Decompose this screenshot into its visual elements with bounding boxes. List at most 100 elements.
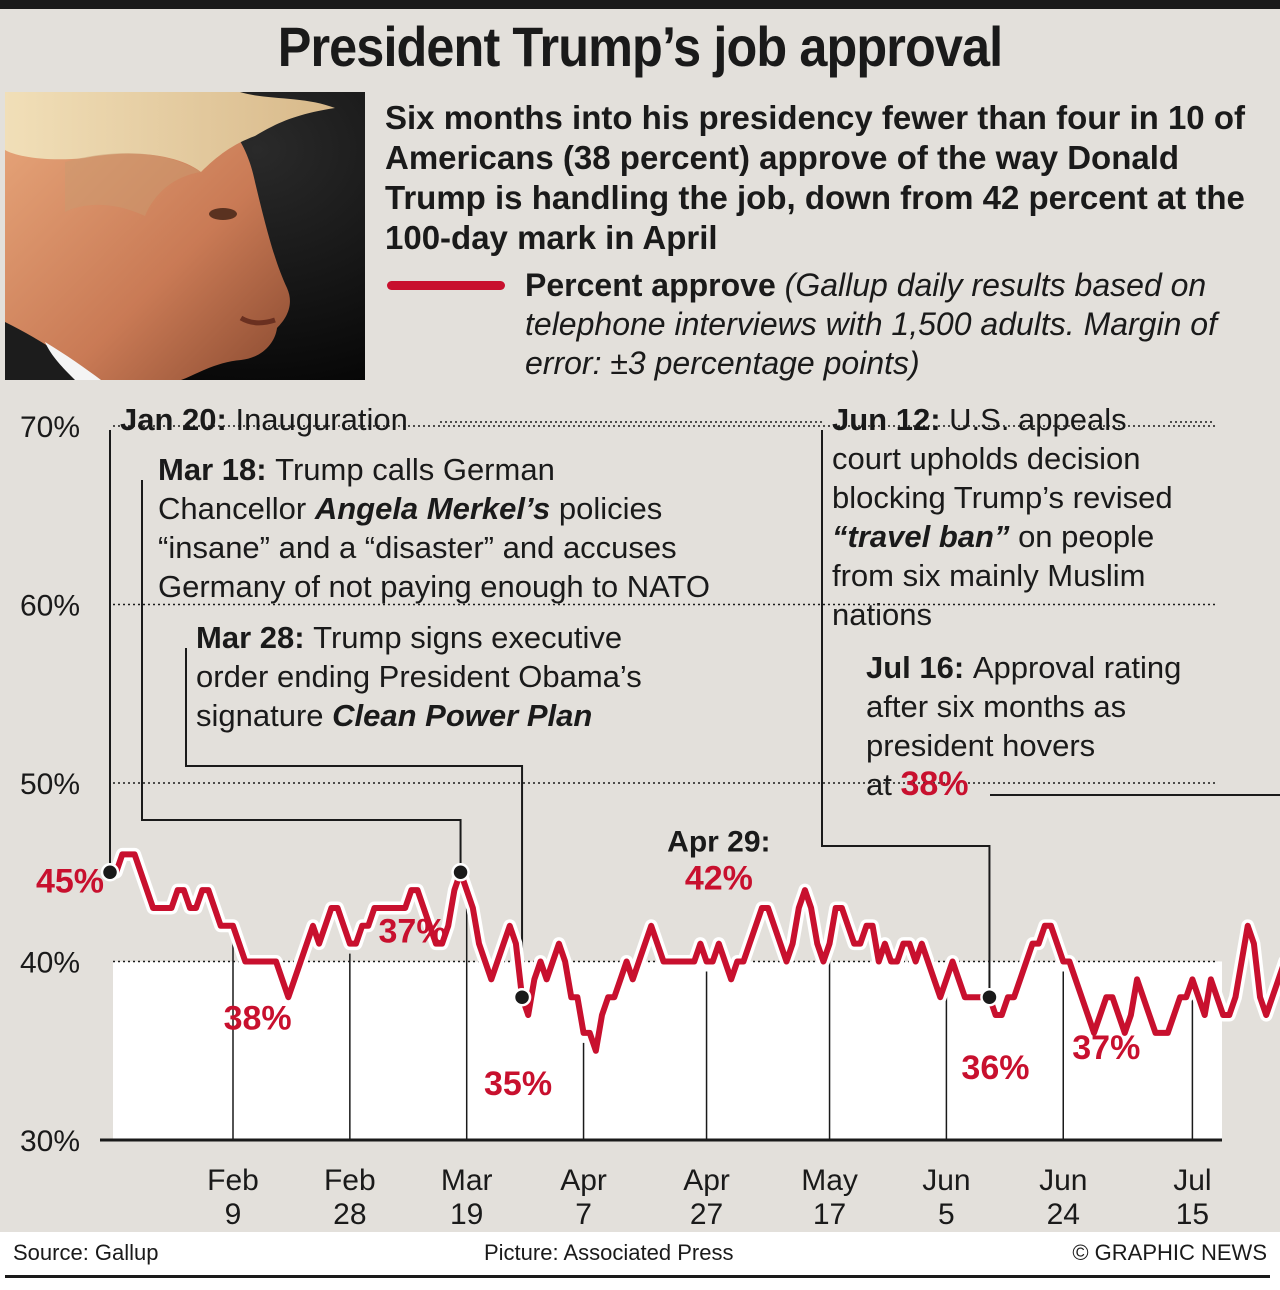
value-label-header: Apr 29:	[667, 826, 770, 859]
approval-line-chart: 30%40%50%60%70%Feb9Feb28Mar19Apr7Apr27Ma…	[20, 402, 1280, 1230]
event-marker	[980, 987, 999, 1007]
x-tick-month: May	[801, 1164, 858, 1197]
legend-label: Percent approve	[525, 267, 776, 303]
x-tick-day: 27	[690, 1198, 723, 1230]
value-label: 35%	[484, 1065, 552, 1103]
top-rule	[0, 0, 1280, 9]
annotation-line: after six months as	[866, 689, 1126, 724]
annotation-text: blocking Trump’s revised	[832, 480, 1173, 515]
annotation-leader-line	[185, 648, 524, 998]
annotation-line: Jul 16: Approval rating	[866, 650, 1181, 685]
annotation-text: Germany of not paying enough to NATO	[158, 569, 710, 604]
annotation-line: Jan 20: Inauguration	[120, 402, 408, 437]
annotation-text: nations	[832, 597, 932, 632]
x-tick-day: 9	[225, 1198, 242, 1230]
annotation-line: Mar 18: Trump calls German	[158, 452, 555, 487]
y-tick-label: 30%	[20, 1125, 80, 1158]
annotation-leader-line	[821, 430, 991, 998]
trump-photo	[5, 92, 365, 380]
annotation-leader-line	[141, 480, 462, 873]
legend-swatch	[387, 281, 505, 290]
annotation-text: on people	[1009, 519, 1154, 554]
value-label: 37%	[1072, 1029, 1140, 1067]
legend-note: (Gallup daily results based on telephone…	[525, 267, 1217, 381]
annotation-line: “insane” and a “disaster” and accuses	[158, 530, 677, 565]
footer-rule	[5, 1275, 1270, 1278]
value-label: 37%	[379, 912, 447, 950]
annotation-line: court upholds decision	[832, 441, 1140, 476]
x-tick-month: Feb	[207, 1164, 259, 1197]
annotation-line: from six mainly Muslim	[832, 558, 1145, 593]
annotation-text: “insane” and a “disaster” and accuses	[158, 530, 677, 565]
x-tick-month: Mar	[441, 1164, 493, 1197]
y-tick-label: 50%	[20, 768, 80, 801]
annotation-line: Germany of not paying enough to NATO	[158, 569, 710, 604]
annotation-text: after six months as	[866, 689, 1126, 724]
legend-text: Percent approve (Gallup daily results ba…	[525, 266, 1265, 383]
annotation-text: policies	[550, 491, 662, 526]
annotation-text: Chancellor	[158, 491, 315, 526]
annotation-text: court upholds decision	[832, 441, 1140, 476]
source-credit: Source: Gallup	[13, 1240, 159, 1265]
summary-text: Six months into his presidency fewer tha…	[385, 99, 1245, 256]
annotation-line: order ending President Obama’s	[196, 659, 642, 694]
annotation-date: Jun 12:	[832, 402, 949, 437]
annotation-line: Chancellor Angela Merkel’s policies	[158, 491, 662, 526]
footer: Source: Gallup Picture: Associated Press…	[0, 1232, 1280, 1290]
value-label: 45%	[36, 862, 104, 900]
annotation-text: U.S. appeals	[949, 402, 1127, 437]
annotation-leader-line	[990, 794, 1280, 796]
annotation-text: order ending President Obama’s	[196, 659, 642, 694]
annotation-line: nations	[832, 597, 932, 632]
annotation-emphasis: Clean Power Plan	[332, 698, 592, 733]
y-tick-label: 70%	[20, 411, 80, 444]
annotation-line: Jun 12: U.S. appeals	[832, 402, 1127, 437]
annotation-date: Mar 28:	[196, 620, 313, 655]
annotation-line: blocking Trump’s revised	[832, 480, 1173, 515]
annotation-emphasis: Angela Merkel’s	[314, 491, 550, 526]
annotation-text: signature	[196, 698, 332, 733]
annotation-text: at	[866, 767, 900, 802]
annotation-value: 38%	[900, 765, 968, 803]
event-marker	[451, 863, 470, 882]
event-marker	[512, 987, 532, 1007]
picture-credit: Picture: Associated Press	[484, 1240, 734, 1265]
value-label: 36%	[961, 1049, 1029, 1087]
x-tick-month: Jun	[922, 1164, 970, 1197]
y-tick-label: 40%	[20, 947, 80, 980]
x-tick-day: 17	[813, 1198, 846, 1230]
annotation-line: signature Clean Power Plan	[196, 698, 592, 733]
x-tick-day: 5	[938, 1198, 955, 1230]
annotation-line: president hovers	[866, 728, 1095, 763]
x-tick-day: 24	[1047, 1198, 1080, 1230]
x-tick-day: 15	[1176, 1198, 1209, 1230]
annotation-line: at 38%	[866, 765, 969, 803]
annotation-text: Trump calls German	[275, 452, 555, 487]
x-tick-month: Feb	[324, 1164, 376, 1197]
annotation-date: Jan 20:	[120, 402, 235, 437]
annotation-line: “travel ban” on people	[832, 519, 1154, 554]
x-tick-day: 28	[333, 1198, 366, 1230]
x-tick-day: 19	[450, 1198, 483, 1230]
value-label: 42%	[685, 860, 753, 898]
y-tick-label: 60%	[20, 590, 80, 623]
annotation-date: Mar 18:	[158, 452, 275, 487]
event-marker	[100, 863, 120, 882]
x-tick-month: Jul	[1173, 1164, 1211, 1197]
annotation-text: from six mainly Muslim	[832, 558, 1145, 593]
x-tick-month: Apr	[560, 1164, 607, 1197]
annotation-text: president hovers	[866, 728, 1095, 763]
publisher-credit: © GRAPHIC NEWS	[1072, 1240, 1267, 1265]
value-label: 38%	[224, 1000, 292, 1038]
plot-lower-band	[113, 961, 1222, 1140]
annotation-text: Trump signs executive	[313, 620, 622, 655]
approval-line	[107, 851, 1280, 1054]
x-tick-month: Apr	[683, 1164, 730, 1197]
x-tick-day: 7	[575, 1198, 592, 1230]
annotation-emphasis: “travel ban”	[832, 519, 1010, 554]
annotation-line: Mar 28: Trump signs executive	[196, 620, 622, 655]
x-tick-month: Jun	[1039, 1164, 1087, 1197]
annotation-text: Inauguration	[235, 402, 407, 437]
chart-title: President Trump’s job approval	[277, 15, 1003, 78]
annotation-date: Jul 16:	[866, 650, 973, 685]
